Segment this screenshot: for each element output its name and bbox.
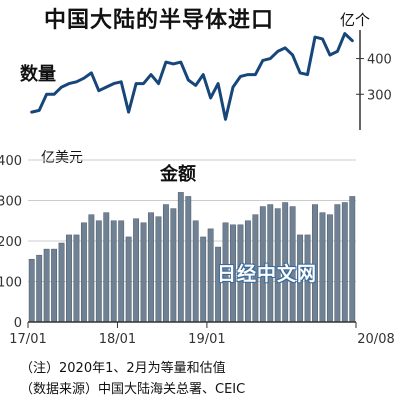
- value-bar: [334, 204, 341, 323]
- value-bar: [341, 202, 348, 323]
- volume-unit-label: 亿个: [340, 11, 371, 29]
- value-bar: [80, 222, 87, 323]
- value-bar: [28, 258, 35, 323]
- watermark-logo: 日经中文网: [217, 263, 318, 285]
- value-bar: [118, 220, 125, 323]
- x-tick-label: 19/01: [188, 332, 225, 347]
- value-bar: [103, 212, 110, 323]
- value-bar: [177, 192, 184, 323]
- source-note: （数据来源）中国大陆海关总署、CEIC: [20, 382, 246, 397]
- value-bar: [58, 242, 65, 323]
- value-bar: [88, 214, 95, 323]
- value-bar: [95, 220, 102, 323]
- value-bar: [36, 254, 43, 323]
- value-tick-label: 100: [0, 276, 22, 291]
- value-bar: [326, 214, 333, 323]
- value-bar: [133, 218, 140, 323]
- value-bar: [185, 196, 192, 323]
- value-bar: [51, 248, 58, 323]
- footnote: （注）2020年1、2月为等量和估值: [20, 361, 226, 376]
- x-tick-label: 17/01: [9, 332, 46, 347]
- value-tick-label: 300: [0, 195, 22, 210]
- value-bar: [170, 208, 177, 323]
- value-bar: [192, 220, 199, 323]
- value-bar: [66, 234, 72, 323]
- x-tick-label: 18/01: [99, 332, 136, 347]
- value-bar: [148, 212, 154, 323]
- value-unit-label: 亿美元: [41, 150, 83, 166]
- value-tick-label: 200: [0, 235, 22, 250]
- value-bar: [155, 216, 162, 323]
- volume-series-label: 数量: [20, 64, 56, 85]
- value-bar: [319, 212, 326, 323]
- x-tick-label: 20/08: [357, 332, 394, 347]
- value-bar: [110, 220, 117, 323]
- chart-title: 中国大陆的半导体进口: [44, 8, 275, 33]
- value-series-label: 金额: [160, 164, 196, 185]
- value-bar: [140, 222, 147, 323]
- value-bar: [200, 236, 207, 323]
- value-bar: [349, 196, 356, 323]
- value-bar: [207, 228, 214, 323]
- value-tick-label: 0: [14, 316, 22, 331]
- value-bar: [125, 236, 132, 323]
- value-bar: [162, 204, 169, 323]
- value-tick-label: 400: [0, 154, 22, 169]
- value-bar: [73, 234, 80, 323]
- volume-tick-label: 400: [367, 53, 392, 68]
- value-bar: [43, 248, 50, 323]
- volume-series-line: [30, 32, 354, 121]
- volume-tick-label: 300: [367, 88, 392, 103]
